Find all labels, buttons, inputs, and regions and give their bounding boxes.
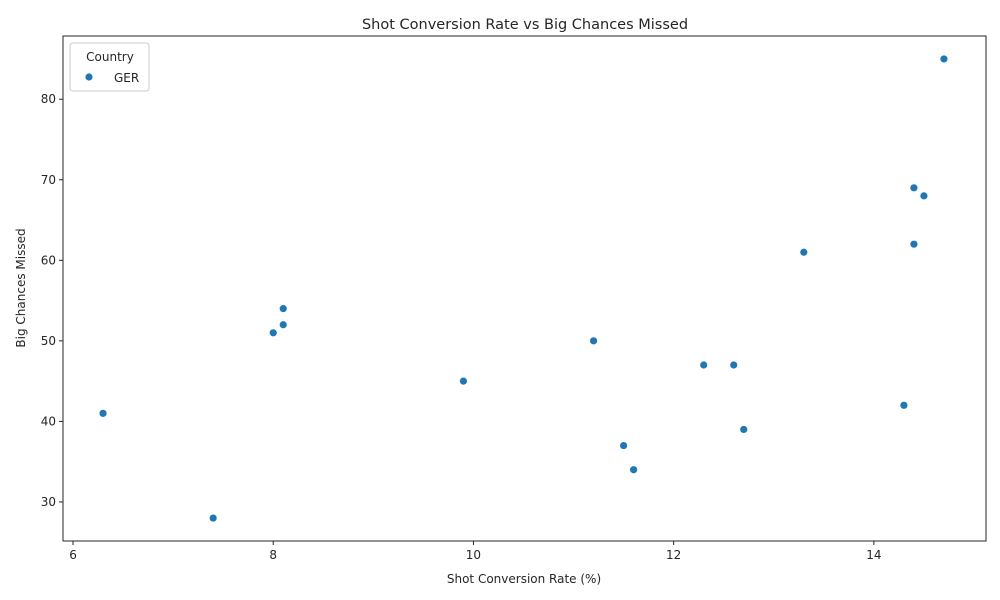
legend-title: Country: [86, 50, 134, 64]
scatter-points: [99, 55, 948, 522]
legend: Country GER: [69, 42, 150, 92]
data-point: [730, 361, 738, 369]
data-point: [269, 329, 277, 337]
y-axis: 30 40 50 60 70 80: [41, 92, 63, 509]
x-tick-label: 12: [666, 548, 681, 562]
data-point: [740, 425, 748, 434]
data-point: [700, 361, 708, 369]
x-axis-label: Shot Conversion Rate (%): [447, 572, 601, 586]
y-tick-label: 30: [41, 495, 56, 509]
plot-frame: [62, 35, 987, 542]
x-axis: 6 8 10 12 14: [69, 541, 882, 562]
data-point: [910, 184, 918, 192]
x-tick-label: 10: [466, 548, 481, 562]
data-point: [99, 409, 107, 417]
data-point: [279, 305, 287, 313]
y-tick-label: 50: [41, 334, 56, 348]
data-point: [620, 441, 628, 450]
data-point: [209, 514, 217, 522]
data-point: [900, 401, 908, 409]
data-point: [589, 337, 598, 345]
data-point: [920, 192, 928, 200]
y-tick-label: 40: [41, 414, 56, 428]
x-tick-label: 6: [69, 548, 77, 562]
y-tick-label: 60: [41, 253, 56, 267]
data-point: [459, 377, 468, 385]
data-point: [279, 321, 287, 329]
data-point: [940, 55, 948, 63]
chart-title: Shot Conversion Rate vs Big Chances Miss…: [362, 17, 688, 33]
legend-label-ger: GER: [114, 71, 139, 85]
data-point: [910, 240, 918, 248]
y-axis-label: Big Chances Missed: [14, 228, 28, 347]
y-tick-label: 70: [41, 173, 56, 187]
x-tick-label: 8: [269, 548, 277, 562]
y-tick-label: 80: [41, 92, 56, 106]
x-tick-label: 14: [866, 548, 881, 562]
legend-marker-ger: [85, 73, 93, 81]
data-point: [800, 248, 808, 256]
data-point: [630, 466, 638, 474]
